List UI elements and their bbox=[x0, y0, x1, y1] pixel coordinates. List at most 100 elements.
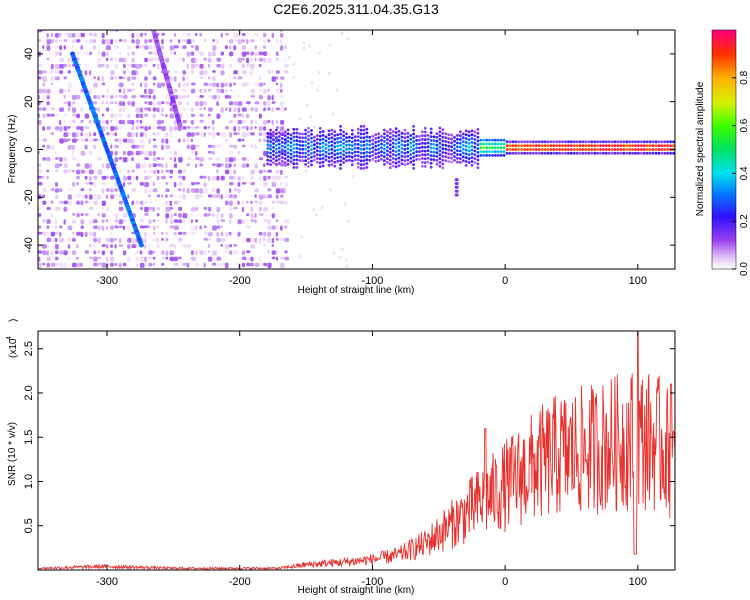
spectrogram-cell bbox=[148, 163, 152, 168]
spectrogram-cell bbox=[212, 250, 218, 256]
spectrogram-cell bbox=[350, 129, 354, 132]
spectrogram-cell bbox=[127, 237, 132, 243]
spectrogram-cell bbox=[412, 144, 415, 147]
spectrogram-cell bbox=[292, 131, 296, 135]
spectrogram-cell bbox=[229, 231, 232, 236]
spectrogram-cell bbox=[152, 88, 155, 94]
spectrogram-cell bbox=[84, 175, 88, 180]
spectrogram-cell bbox=[190, 63, 195, 69]
spectrogram-cell bbox=[216, 213, 219, 219]
spectrogram-cell bbox=[144, 82, 148, 88]
spectrogram-cell bbox=[275, 250, 278, 254]
spectrogram-cell bbox=[412, 167, 415, 170]
spectrogram-cell bbox=[412, 147, 415, 151]
spectrogram-cell bbox=[169, 39, 173, 43]
spectrogram-cell bbox=[575, 148, 579, 151]
spectrogram-cell bbox=[195, 182, 200, 185]
spectrogram-cell bbox=[663, 148, 667, 151]
spectrogram-cell bbox=[258, 138, 262, 143]
spectrogram-cell bbox=[438, 145, 442, 149]
spectrogram-cell bbox=[152, 157, 158, 162]
spectrogram-cell bbox=[654, 151, 658, 155]
spectrogram-cell bbox=[400, 135, 404, 139]
spectrogram-cell bbox=[284, 200, 288, 206]
spectrogram-cell bbox=[237, 119, 243, 125]
spectrogram-cell bbox=[292, 147, 296, 150]
spectrogram-cell bbox=[101, 262, 107, 268]
spectrogram-cell bbox=[292, 139, 296, 143]
spectrogram-cell bbox=[63, 63, 67, 68]
spectrogram-cell bbox=[263, 237, 266, 241]
spectrogram-cell bbox=[275, 194, 279, 200]
spectrogram-cell bbox=[195, 194, 200, 200]
spectrogram-cell bbox=[72, 70, 77, 74]
spectrogram-cell bbox=[55, 219, 57, 225]
spectrogram-cell bbox=[199, 119, 204, 123]
spectrogram-cell bbox=[165, 219, 168, 224]
spectrogram-cell bbox=[464, 141, 468, 144]
spectrogram-cell bbox=[195, 250, 198, 255]
spectrogram-cell bbox=[55, 113, 59, 117]
spectrogram-cell bbox=[207, 51, 212, 57]
spectrogram-cell bbox=[156, 225, 160, 228]
spectrogram-cell bbox=[470, 160, 474, 163]
spectrogram-cell bbox=[298, 254, 302, 258]
spectrogram-cell bbox=[46, 175, 49, 180]
spectrogram-cell bbox=[476, 162, 480, 166]
spectrogram-cell bbox=[619, 144, 623, 147]
spectrogram-cell bbox=[76, 194, 81, 198]
spectrogram-cell bbox=[207, 250, 210, 254]
spectrogram-cell bbox=[631, 151, 634, 155]
spectrogram-cell bbox=[216, 225, 221, 229]
spectrogram-cell bbox=[362, 140, 366, 143]
spectrogram-cell bbox=[464, 137, 468, 140]
spectrogram-cell bbox=[267, 88, 270, 92]
spectrogram-cell bbox=[329, 188, 332, 192]
spectrogram-cell bbox=[435, 162, 439, 166]
spectrogram-cell bbox=[454, 185, 459, 189]
spectrogram-cell bbox=[423, 157, 427, 161]
spectrogram-cell bbox=[127, 70, 131, 74]
spectrogram-cell bbox=[254, 262, 260, 267]
spectrogram-cell bbox=[246, 163, 249, 168]
spectrogram-cell bbox=[403, 155, 407, 159]
spectrogram-cell bbox=[307, 130, 310, 134]
spectrogram-cell bbox=[348, 135, 351, 139]
spectrogram-cell bbox=[304, 159, 307, 163]
spectrogram-cell bbox=[479, 150, 483, 153]
spectrogram-cell bbox=[275, 237, 279, 241]
spectrogram-cell bbox=[359, 147, 363, 151]
spectrogram-cell bbox=[499, 146, 503, 150]
spectrogram-cell bbox=[403, 136, 407, 140]
spectrogram-cell bbox=[575, 140, 579, 144]
spectrogram-cell bbox=[418, 142, 421, 146]
spectrogram-cell bbox=[131, 231, 136, 235]
spectrogram-cell bbox=[216, 169, 219, 173]
spectrogram-cell bbox=[114, 30, 119, 33]
spectrogram-cell bbox=[587, 148, 591, 151]
spectrogram-cell bbox=[616, 140, 620, 144]
spectrogram-cell bbox=[447, 137, 451, 140]
spectrogram-cell bbox=[105, 39, 111, 45]
spectrogram-cell bbox=[426, 141, 430, 145]
spectrogram-cell bbox=[144, 163, 147, 169]
spectrogram-cell bbox=[173, 126, 179, 131]
spectrogram-cell bbox=[173, 182, 177, 188]
spectrogram-cell bbox=[38, 138, 41, 142]
spectrogram-cell bbox=[283, 153, 287, 157]
spectrogram-cell bbox=[438, 153, 442, 157]
spectrogram-cell bbox=[339, 125, 342, 128]
spectrogram-cell bbox=[380, 135, 383, 138]
spectrogram-cell bbox=[284, 256, 290, 261]
spectrogram-cell bbox=[135, 262, 138, 268]
spectrogram-cell bbox=[59, 88, 64, 94]
spectrogram-cell bbox=[229, 182, 234, 186]
spectrogram-cell bbox=[584, 144, 588, 147]
spectrogram-cell bbox=[499, 154, 503, 157]
spectrogram-cell bbox=[651, 151, 655, 155]
spectrogram-cell bbox=[263, 126, 267, 131]
spectrogram-cell bbox=[190, 107, 194, 112]
spectrogram-cell bbox=[144, 157, 150, 161]
spectrogram-cell bbox=[229, 107, 232, 113]
spectrogram-cell bbox=[67, 57, 72, 63]
